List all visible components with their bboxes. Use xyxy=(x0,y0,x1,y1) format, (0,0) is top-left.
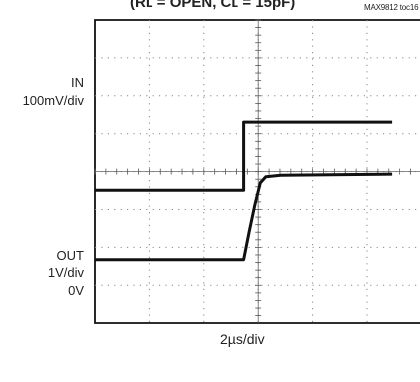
figure-id: MAX9812 toc16 xyxy=(364,3,419,12)
in-trace xyxy=(95,120,393,192)
out-trace xyxy=(95,172,393,262)
x-axis-label: 2µs/div xyxy=(220,331,265,347)
chart-title: (Rʟ = OPEN, Cʟ = 15pF) xyxy=(130,0,296,11)
in-channel-scale: 100mV/div xyxy=(22,93,84,108)
out-channel-label: OUT xyxy=(56,248,84,263)
out-ground-label: 0V xyxy=(68,283,84,298)
out-channel-scale: 1V/div xyxy=(47,265,84,280)
in-channel-label: IN xyxy=(71,75,84,90)
